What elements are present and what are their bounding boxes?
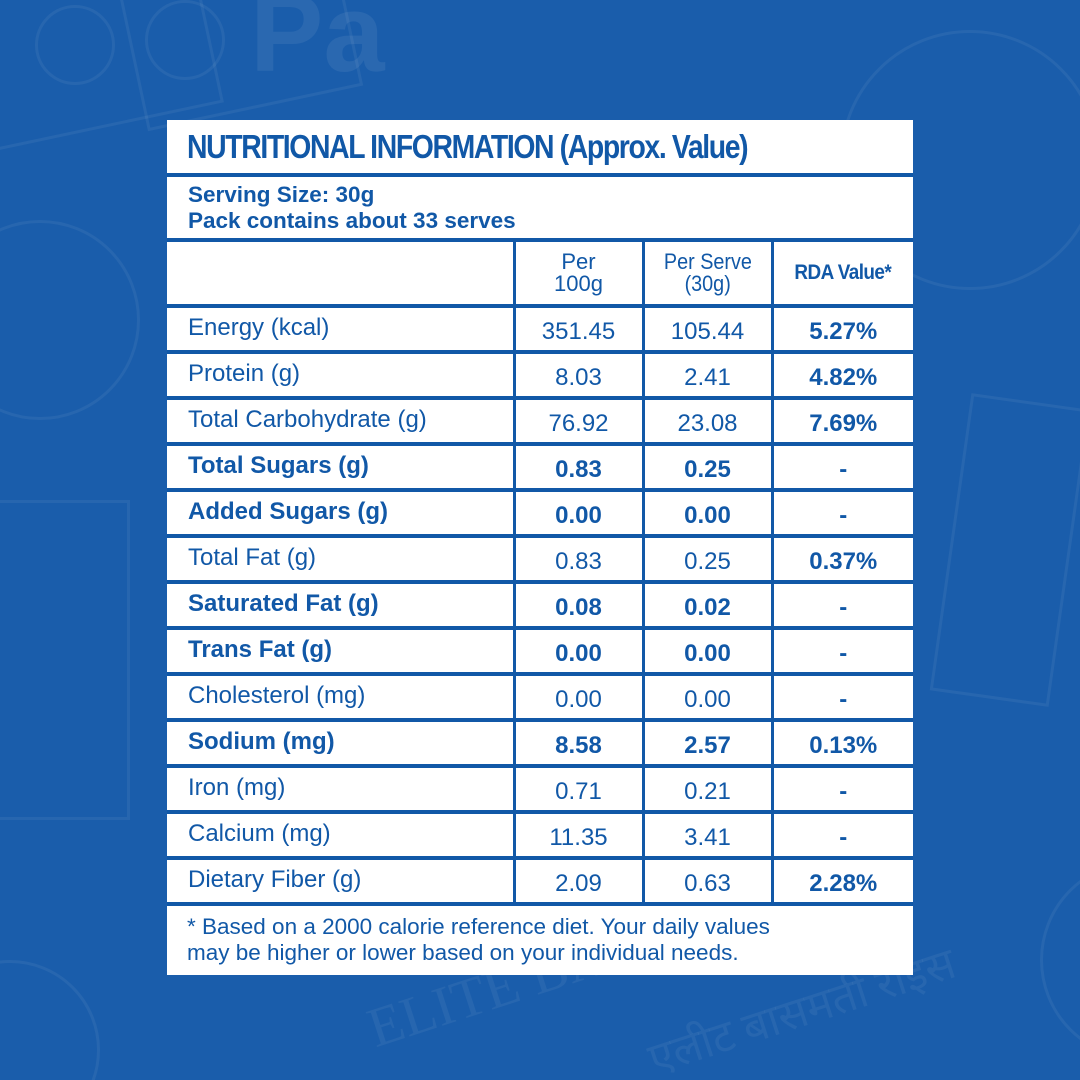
bg-pattern-frame	[0, 500, 130, 820]
value-per-serve: 0.63	[641, 858, 772, 906]
value-per-serve: 0.21	[641, 766, 772, 814]
col-header-per-serve-line1: Per Serve	[663, 249, 752, 274]
value-per-100g: 0.83	[512, 444, 643, 492]
value-per-100g: 0.83	[512, 536, 643, 584]
table-row: Energy (kcal) 351.45 105.44 5.27%	[167, 306, 913, 354]
table-header-row: Per 100g Per Serve (30g) RDA Value*	[167, 242, 913, 308]
value-per-100g: 8.58	[512, 720, 643, 768]
value-per-serve: 2.57	[641, 720, 772, 768]
nutrient-name: Added Sugars (g)	[167, 490, 514, 538]
value-rda: 5.27%	[770, 306, 913, 354]
nutrient-name: Calcium (mg)	[167, 812, 514, 860]
footnote-line-1: * Based on a 2000 calorie reference diet…	[187, 914, 770, 939]
value-per-serve: 0.00	[641, 490, 772, 538]
value-per-serve: 0.02	[641, 582, 772, 630]
value-rda: -	[770, 444, 913, 492]
value-per-serve: 0.00	[641, 628, 772, 676]
label-title-text: NUTRITIONAL INFORMATION (Approx. Value)	[187, 127, 749, 165]
value-per-100g: 2.09	[512, 858, 643, 906]
value-per-100g: 8.03	[512, 352, 643, 400]
table-row: Protein (g) 8.03 2.41 4.82%	[167, 352, 913, 400]
value-per-100g: 0.00	[512, 628, 643, 676]
serving-info: Serving Size: 30g Pack contains about 33…	[167, 177, 913, 242]
label-title: NUTRITIONAL INFORMATION (Approx. Value)	[167, 120, 913, 177]
value-rda: 0.13%	[770, 720, 913, 768]
value-per-serve: 23.08	[641, 398, 772, 446]
bg-pattern-frame	[929, 393, 1080, 707]
table-row: Cholesterol (mg) 0.00 0.00-	[167, 674, 913, 722]
col-header-per-serve-line2: (30g)	[684, 271, 731, 296]
value-per-100g: 11.35	[512, 812, 643, 860]
value-per-serve: 0.25	[641, 444, 772, 492]
value-rda: 4.82%	[770, 352, 913, 400]
bg-pattern-ring	[35, 5, 115, 85]
footnote: * Based on a 2000 calorie reference diet…	[167, 906, 913, 966]
bg-pattern-ring	[0, 960, 100, 1080]
value-rda: 0.37%	[770, 536, 913, 584]
value-per-serve: 2.41	[641, 352, 772, 400]
nutrient-name: Trans Fat (g)	[167, 628, 514, 676]
value-rda: 2.28%	[770, 858, 913, 906]
bg-pattern-ring	[1040, 860, 1080, 1060]
table-row: Total Sugars (g) 0.83 0.25-	[167, 444, 913, 492]
col-header-nutrient	[167, 242, 514, 308]
value-per-serve: 0.00	[641, 674, 772, 722]
col-header-per-100g: Per 100g	[512, 242, 643, 308]
col-header-rda: RDA Value*	[770, 242, 913, 308]
nutrient-name: Saturated Fat (g)	[167, 582, 514, 630]
value-per-100g: 351.45	[512, 306, 643, 354]
nutrient-name: Total Sugars (g)	[167, 444, 514, 492]
col-header-per-100g-line2: 100g	[554, 271, 603, 296]
table-row: Dietary Fiber (g) 2.09 0.63 2.28%	[167, 858, 913, 906]
nutrient-name: Dietary Fiber (g)	[167, 858, 514, 906]
nutrient-name: Total Carbohydrate (g)	[167, 398, 514, 446]
table-row: Total Fat (g) 0.83 0.25 0.37%	[167, 536, 913, 584]
nutrient-name: Protein (g)	[167, 352, 514, 400]
table-row: Iron (mg) 0.71 0.21-	[167, 766, 913, 814]
bg-brand-mark: Pa	[250, 0, 385, 95]
table-row: Saturated Fat (g) 0.08 0.02-	[167, 582, 913, 630]
table-row: Calcium (mg) 11.35 3.41-	[167, 812, 913, 860]
table-row: Sodium (mg) 8.58 2.57 0.13%	[167, 720, 913, 768]
value-per-serve: 0.25	[641, 536, 772, 584]
bg-pattern-ring	[145, 0, 225, 80]
bg-pattern-frame	[116, 0, 364, 132]
nutrition-table: Per 100g Per Serve (30g) RDA Value* Ener…	[167, 242, 913, 906]
nutrient-name: Cholesterol (mg)	[167, 674, 514, 722]
value-per-100g: 0.00	[512, 674, 643, 722]
col-header-per-100g-line1: Per	[561, 249, 596, 274]
bg-pattern-ring	[0, 220, 140, 420]
value-per-100g: 0.08	[512, 582, 643, 630]
value-rda: 7.69%	[770, 398, 913, 446]
value-per-100g: 76.92	[512, 398, 643, 446]
value-rda: -	[770, 628, 913, 676]
nutrition-label: NUTRITIONAL INFORMATION (Approx. Value) …	[167, 120, 913, 975]
nutrient-name: Iron (mg)	[167, 766, 514, 814]
pack-serves: Pack contains about 33 serves	[188, 208, 516, 233]
value-per-serve: 3.41	[641, 812, 772, 860]
col-header-rda-text: RDA Value*	[794, 261, 892, 284]
footnote-line-2: may be higher or lower based on your ind…	[187, 940, 739, 965]
value-rda: -	[770, 582, 913, 630]
col-header-per-serve: Per Serve (30g)	[641, 242, 772, 308]
nutrient-name: Total Fat (g)	[167, 536, 514, 584]
value-per-serve: 105.44	[641, 306, 772, 354]
table-row: Trans Fat (g) 0.00 0.00-	[167, 628, 913, 676]
value-per-100g: 0.71	[512, 766, 643, 814]
nutrient-name: Sodium (mg)	[167, 720, 514, 768]
value-per-100g: 0.00	[512, 490, 643, 538]
nutrient-name: Energy (kcal)	[167, 306, 514, 354]
table-row: Total Carbohydrate (g) 76.92 23.08 7.69%	[167, 398, 913, 446]
value-rda: -	[770, 490, 913, 538]
table-row: Added Sugars (g) 0.00 0.00-	[167, 490, 913, 538]
value-rda: -	[770, 674, 913, 722]
value-rda: -	[770, 812, 913, 860]
value-rda: -	[770, 766, 913, 814]
serving-size: Serving Size: 30g	[188, 182, 375, 207]
